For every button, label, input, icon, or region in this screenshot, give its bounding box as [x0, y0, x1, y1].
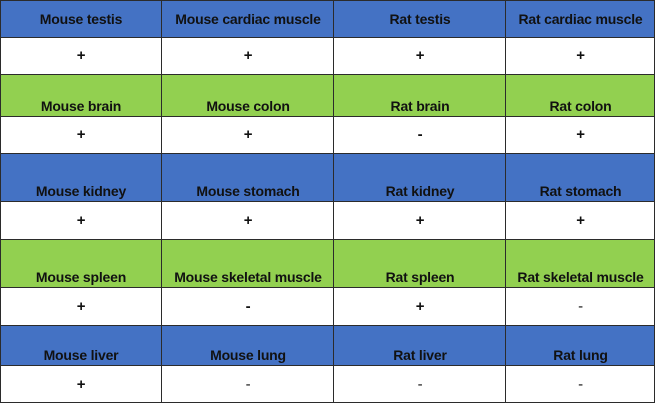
value-cell: - [578, 375, 583, 393]
value-cell: - [578, 297, 583, 315]
header-cell: Mouse skeletal muscle [162, 239, 334, 287]
value-cell: + [243, 211, 253, 229]
header-cell: Mouse stomach [162, 153, 334, 201]
value-cell: + [76, 47, 86, 64]
value-cell: - [245, 375, 251, 393]
header-cell: Mouse colon [162, 74, 334, 116]
header-cell: Rat testis [334, 0, 506, 37]
header-cell: Mouse spleen [0, 239, 162, 287]
value-cell: + [415, 211, 425, 229]
value-cell: + [76, 375, 86, 393]
header-cell: Rat lung [506, 325, 655, 365]
value-cell: + [576, 211, 585, 229]
row-divider [0, 201, 655, 202]
header-cell: Rat stomach [506, 153, 655, 201]
row-divider [0, 153, 655, 154]
value-cell: + [76, 126, 86, 143]
value-cell: - [417, 375, 423, 393]
row-divider [0, 0, 655, 1]
value-cell: + [415, 297, 425, 315]
header-cell: Mouse kidney [0, 153, 162, 201]
header-cell: Mouse testis [0, 0, 162, 37]
row-divider [0, 74, 655, 75]
header-cell: Mouse liver [0, 325, 162, 365]
header-cell: Rat skeletal muscle [506, 239, 655, 287]
row-divider [0, 365, 655, 366]
row-divider [0, 325, 655, 326]
row-divider [0, 116, 655, 117]
value-cell: - [417, 126, 423, 143]
header-cell: Rat cardiac muscle [506, 0, 655, 37]
header-cell: Rat liver [334, 325, 506, 365]
value-cell: + [76, 297, 86, 315]
value-cell: + [76, 211, 86, 229]
header-cell: Rat colon [506, 74, 655, 116]
value-cell: + [576, 47, 585, 64]
value-cell: - [245, 297, 251, 315]
header-cell: Mouse cardiac muscle [162, 0, 334, 37]
row-divider [0, 37, 655, 38]
value-cell: + [415, 47, 425, 64]
value-cell: + [243, 126, 253, 143]
header-cell: Rat brain [334, 74, 506, 116]
header-cell: Mouse lung [162, 325, 334, 365]
value-cell: + [576, 126, 585, 143]
row-divider [0, 239, 655, 240]
header-cell: Mouse brain [0, 74, 162, 116]
header-cell: Rat kidney [334, 153, 506, 201]
header-cell: Rat spleen [334, 239, 506, 287]
row-divider [0, 287, 655, 288]
value-cell: + [243, 47, 253, 64]
